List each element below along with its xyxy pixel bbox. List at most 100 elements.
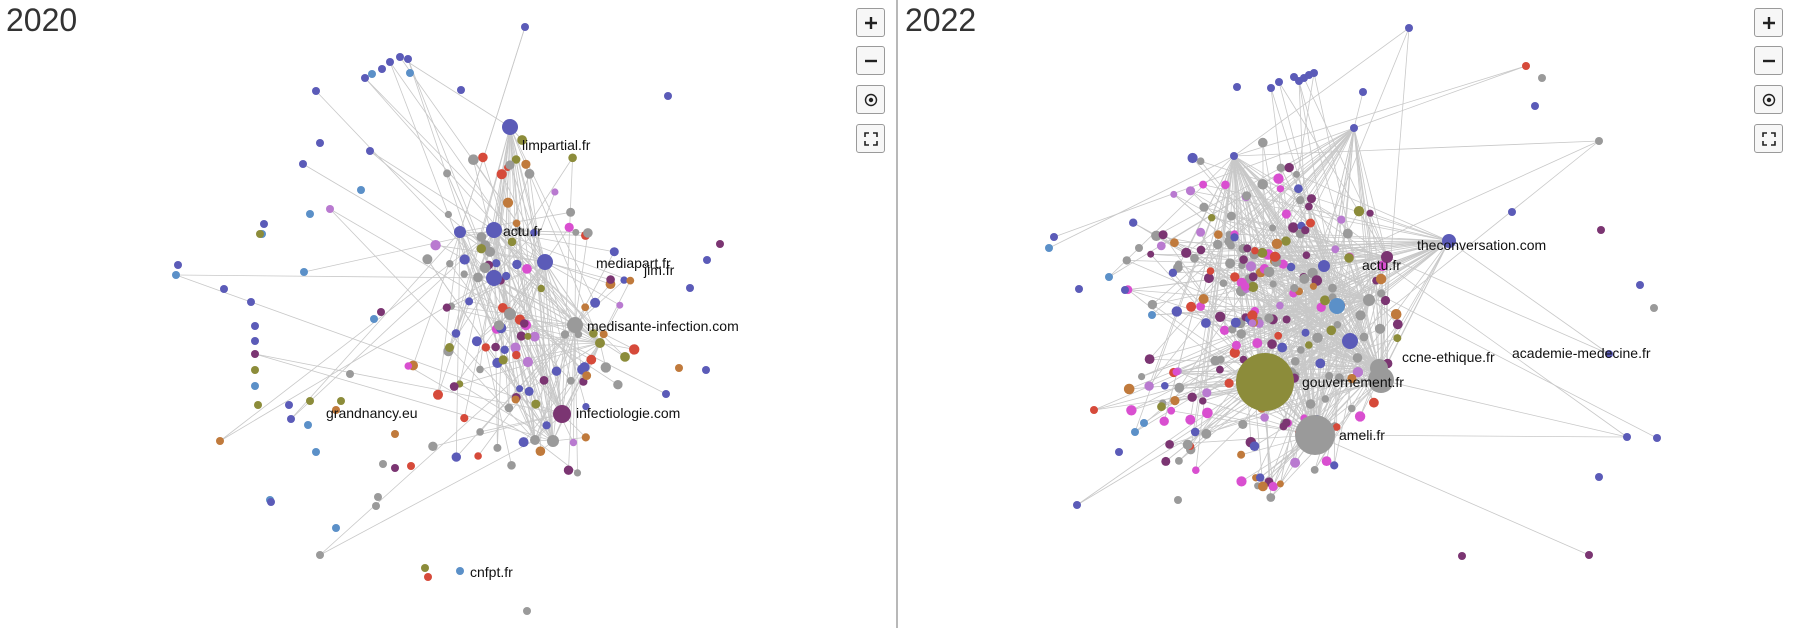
graph-node[interactable] <box>1224 378 1234 388</box>
graph-node[interactable] <box>1219 325 1230 335</box>
graph-node[interactable] <box>1605 350 1613 358</box>
graph-node[interactable] <box>1231 340 1241 350</box>
graph-node[interactable] <box>332 406 340 414</box>
graph-node[interactable] <box>1325 372 1334 380</box>
graph-node[interactable] <box>366 147 374 155</box>
graph-node[interactable] <box>1105 273 1113 281</box>
graph-node[interactable] <box>216 437 224 445</box>
graph-node[interactable] <box>1269 280 1277 288</box>
graph-node[interactable] <box>530 229 538 237</box>
graph-node[interactable] <box>1305 202 1313 211</box>
graph-node[interactable] <box>1258 481 1268 492</box>
graph-node[interactable] <box>1233 83 1241 91</box>
graph-node[interactable] <box>1237 450 1246 459</box>
graph-node[interactable] <box>251 382 259 390</box>
graph-node[interactable] <box>1230 272 1240 282</box>
graph-node[interactable] <box>256 230 264 238</box>
graph-node-hub[interactable] <box>1370 359 1388 377</box>
graph-node[interactable] <box>1075 285 1083 293</box>
graph-node[interactable] <box>456 567 464 575</box>
graph-node[interactable] <box>1257 247 1268 258</box>
graph-node[interactable] <box>442 303 451 312</box>
graph-node[interactable] <box>1187 392 1197 402</box>
graph-node[interactable] <box>404 55 412 63</box>
graph-node[interactable] <box>1073 501 1081 509</box>
graph-node[interactable] <box>531 399 541 409</box>
graph-node[interactable] <box>1359 332 1369 342</box>
graph-node[interactable] <box>1335 373 1344 383</box>
graph-node[interactable] <box>1144 354 1155 364</box>
graph-node[interactable] <box>1301 328 1310 337</box>
graph-node[interactable] <box>1333 321 1342 329</box>
graph-node[interactable] <box>1286 262 1296 272</box>
graph-node[interactable] <box>1354 411 1366 422</box>
graph-node[interactable] <box>492 259 501 268</box>
graph-node[interactable] <box>1202 388 1212 398</box>
graph-node[interactable] <box>1264 313 1274 323</box>
graph-node[interactable] <box>1221 180 1230 190</box>
graph-node[interactable] <box>1248 272 1258 282</box>
graph-node[interactable] <box>569 438 578 447</box>
graph-node[interactable] <box>1225 258 1236 269</box>
graph-node[interactable] <box>260 220 268 228</box>
graph-node[interactable] <box>368 70 376 78</box>
graph-node[interactable] <box>421 564 429 572</box>
graph-node[interactable] <box>1636 281 1644 289</box>
graph-node[interactable] <box>716 240 724 248</box>
graph-node[interactable] <box>1366 209 1374 217</box>
graph-node[interactable] <box>1271 238 1283 249</box>
graph-node-hub[interactable] <box>1342 333 1358 349</box>
graph-node[interactable] <box>1458 552 1466 560</box>
graph-node[interactable] <box>1352 367 1364 378</box>
graph-node[interactable] <box>471 336 482 347</box>
graph-node[interactable] <box>484 246 496 257</box>
graph-node[interactable] <box>404 362 413 370</box>
graph-node[interactable] <box>583 228 593 238</box>
graph-node[interactable] <box>1242 191 1252 201</box>
graph-node[interactable] <box>1239 255 1248 264</box>
graph-node[interactable] <box>1229 347 1240 358</box>
graph-node[interactable] <box>1196 245 1206 255</box>
graph-node[interactable] <box>300 268 308 276</box>
graph-node[interactable] <box>523 607 531 615</box>
graph-node[interactable] <box>516 331 526 341</box>
graph-node[interactable] <box>582 403 590 411</box>
graph-node[interactable] <box>444 210 452 219</box>
graph-node[interactable] <box>1090 406 1098 414</box>
graph-node[interactable] <box>590 297 601 308</box>
graph-node[interactable] <box>686 284 694 292</box>
graph-node[interactable] <box>1281 209 1291 219</box>
graph-node[interactable] <box>1208 214 1216 222</box>
graph-node[interactable] <box>474 452 482 460</box>
graph-node[interactable] <box>451 452 461 462</box>
graph-node[interactable] <box>535 446 546 457</box>
graph-node[interactable] <box>391 464 399 472</box>
graph-node[interactable] <box>1185 186 1196 196</box>
graph-node[interactable] <box>1522 62 1530 70</box>
graph-node[interactable] <box>1243 244 1252 253</box>
graph-node[interactable] <box>524 386 534 396</box>
graph-node[interactable] <box>1359 88 1367 96</box>
graph-node[interactable] <box>1305 341 1313 349</box>
graph-node[interactable] <box>465 297 474 306</box>
graph-node[interactable] <box>1199 202 1209 212</box>
graph-node-hub[interactable] <box>1236 353 1294 411</box>
graph-node[interactable] <box>1375 273 1387 285</box>
graph-node[interactable] <box>1276 480 1284 488</box>
graph-node[interactable] <box>1282 418 1291 427</box>
graph-node-hub[interactable] <box>567 317 583 333</box>
graph-node[interactable] <box>386 58 394 66</box>
graph-node-hub[interactable] <box>454 226 466 238</box>
graph-node[interactable] <box>479 262 491 274</box>
graph-node[interactable] <box>551 188 559 196</box>
graph-node[interactable] <box>251 322 259 330</box>
graph-node[interactable] <box>1294 184 1303 194</box>
graph-node[interactable] <box>502 197 514 208</box>
graph-node[interactable] <box>568 153 577 163</box>
graph-node[interactable] <box>1135 244 1143 252</box>
graph-node[interactable] <box>1167 406 1176 415</box>
graph-node[interactable] <box>1374 323 1386 334</box>
graph-node[interactable] <box>609 247 619 257</box>
graph-node[interactable] <box>511 395 520 404</box>
